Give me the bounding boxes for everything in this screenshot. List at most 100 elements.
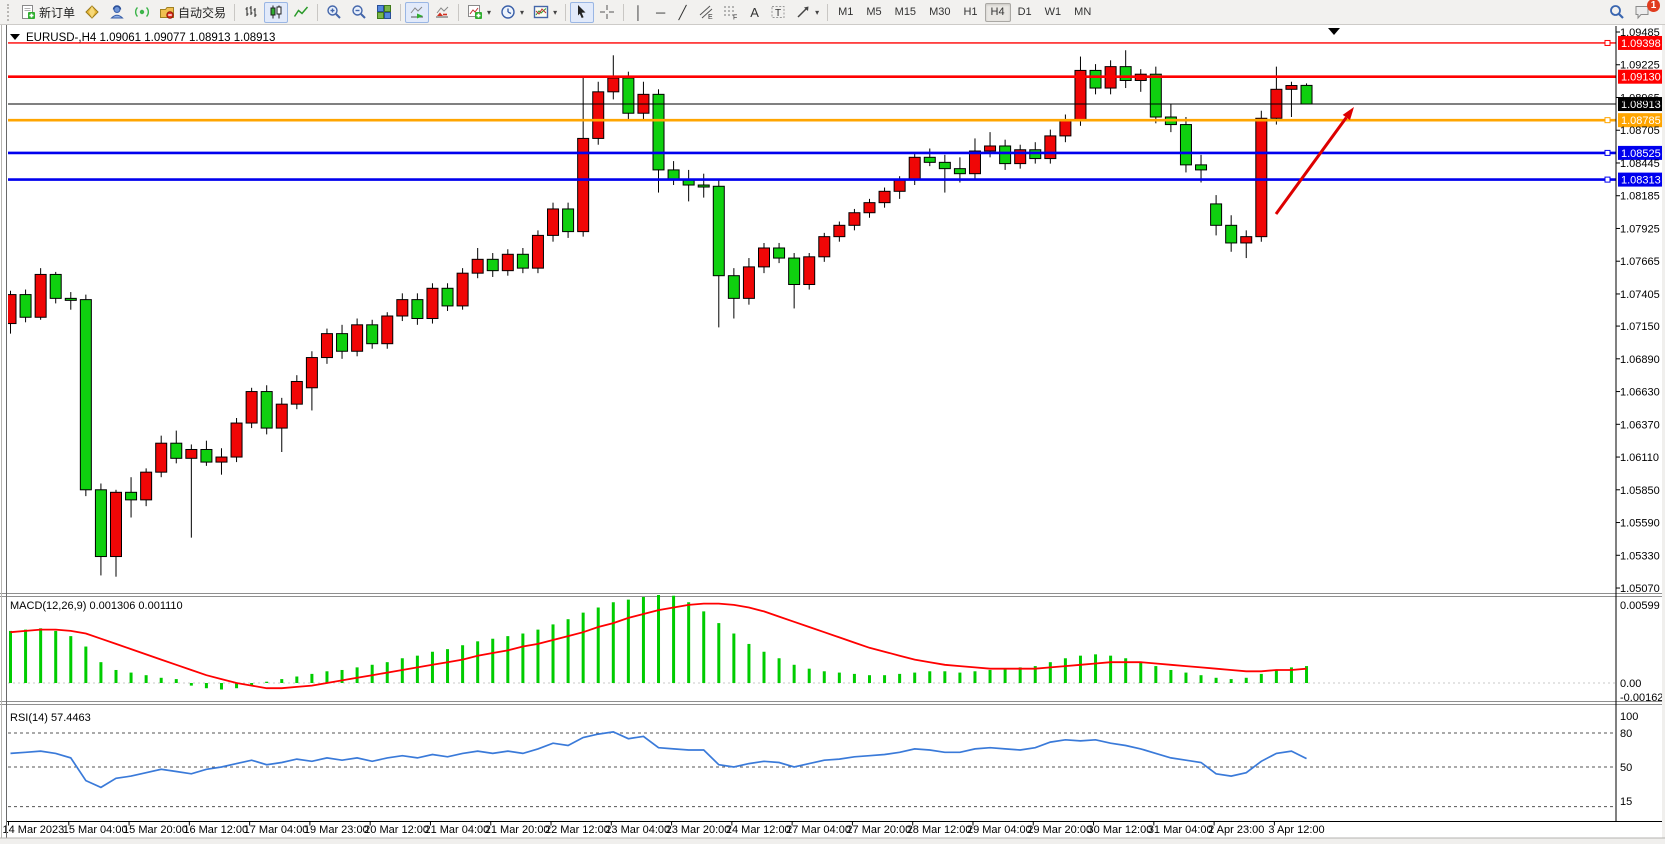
candle-bear — [19, 294, 32, 318]
time-axis-label: 16 Mar 12:00 — [183, 824, 248, 836]
gold-diamond-icon — [85, 5, 99, 19]
label-tool-button[interactable]: T — [766, 2, 790, 23]
candle-bull — [230, 422, 243, 458]
signals-button[interactable] — [130, 2, 154, 23]
time-axis-label: 24 Mar 12:00 — [726, 824, 791, 836]
candle-bear — [486, 258, 499, 272]
auto-scroll-button[interactable] — [405, 1, 430, 23]
line-chart-mode-button[interactable] — [289, 2, 313, 23]
price-axis-tick-label: 1.05070 — [1620, 583, 1660, 595]
time-axis-label: 23 Mar 04:00 — [605, 824, 670, 836]
new-order-button[interactable]: 新订单 — [16, 2, 79, 23]
tab-timeframe-h4[interactable]: H4 — [984, 2, 1011, 22]
price-tag-label: 1.08913 — [1621, 99, 1661, 111]
candle-bull — [803, 256, 816, 286]
candle-bear — [727, 275, 740, 299]
chevron-down-icon[interactable]: ▾ — [553, 7, 558, 17]
auto-trading-label: 自动交易 — [178, 5, 227, 20]
tab-timeframe-w1[interactable]: W1 — [1044, 6, 1062, 18]
tab-timeframe-mn[interactable]: MN — [1074, 6, 1092, 18]
tab-timeframe-m30[interactable]: M30 — [929, 6, 951, 18]
price-axis-tick-label: 1.08705 — [1620, 125, 1660, 137]
horizontal-line-tool-button[interactable]: ─ — [650, 2, 671, 23]
macd-signal-line — [10, 602, 1307, 690]
chart-shift-button[interactable] — [430, 2, 454, 23]
bar-chart-mode-button[interactable] — [239, 2, 263, 23]
text-tool-icon: A — [750, 4, 759, 20]
candle-bull — [893, 179, 906, 192]
toolbar-separator — [234, 3, 236, 21]
macd-axis-label: 0.00 — [1620, 678, 1641, 690]
toolbar-grip[interactable] — [7, 3, 12, 21]
line-handle[interactable] — [1604, 149, 1611, 156]
candle-bear — [712, 185, 725, 277]
tile-windows-button[interactable] — [372, 2, 396, 23]
time-axis-label: 17 Mar 04:00 — [244, 824, 309, 836]
vertical-line-icon: │ — [634, 4, 643, 20]
accounts-button[interactable] — [105, 2, 129, 23]
candle-bull — [140, 471, 153, 501]
tab-timeframe-m1[interactable]: M1 — [838, 6, 854, 18]
candle-bear — [1225, 224, 1238, 244]
symbol-dropdown-icon[interactable] — [10, 34, 20, 40]
zoom-out-button[interactable] — [347, 2, 371, 23]
chart-plot-area[interactable] — [8, 26, 1616, 822]
annotation-arrow-head[interactable] — [1342, 107, 1354, 121]
chart-shift-marker[interactable] — [1328, 28, 1340, 35]
chevron-down-icon[interactable]: ▾ — [815, 7, 820, 17]
tab-timeframe-m15[interactable]: M15 — [894, 6, 917, 18]
trendline-tool-button[interactable]: ╱ — [672, 2, 693, 23]
text-label-icon: T — [771, 6, 785, 19]
crosshair-tool-button[interactable] — [595, 2, 619, 23]
signal-radar-icon — [135, 7, 149, 17]
notifications-button[interactable]: 1 — [1630, 0, 1660, 23]
arrows-tool-button[interactable]: ▾ — [791, 2, 823, 23]
fibonacci-tool-button[interactable]: F — [719, 2, 743, 23]
crosshair-icon — [600, 5, 615, 19]
vertical-line-tool-button[interactable]: │ — [628, 2, 649, 23]
chevron-down-icon[interactable]: ▾ — [520, 7, 525, 17]
candle-bear — [938, 161, 951, 170]
chevron-down-icon[interactable]: ▾ — [487, 7, 492, 17]
candle-bear — [999, 145, 1012, 165]
market-watch-button[interactable] — [80, 2, 104, 23]
tile-windows-icon — [377, 5, 392, 19]
candle-bear — [923, 156, 936, 163]
line-handle[interactable] — [1604, 176, 1611, 183]
channel-tool-button[interactable]: E — [694, 2, 718, 23]
candle-bear — [366, 324, 379, 345]
candle-bull — [305, 357, 318, 389]
candle-bull — [471, 258, 484, 274]
price-tag-label: 1.08525 — [1621, 148, 1661, 160]
candle-bear — [64, 297, 77, 301]
annotation-arrow-line[interactable] — [1274, 116, 1348, 215]
macd-axis-label: 0.00599 — [1620, 600, 1660, 612]
search-button[interactable] — [1605, 2, 1629, 23]
line-handle[interactable] — [1604, 39, 1611, 46]
template-button[interactable]: ▾ — [529, 2, 561, 23]
candlestick-mode-button[interactable] — [264, 1, 289, 23]
candle-bull — [968, 150, 981, 175]
add-indicator-button[interactable]: ▾ — [463, 2, 495, 23]
new-order-label: 新订单 — [39, 5, 76, 20]
price-axis-tick-label: 1.05330 — [1620, 550, 1660, 562]
tab-timeframe-m5[interactable]: M5 — [866, 6, 882, 18]
candle-bull — [8, 294, 17, 325]
line-handle[interactable] — [1604, 117, 1611, 124]
text-tool-button[interactable]: A — [744, 2, 765, 23]
zoom-in-button[interactable] — [322, 2, 346, 23]
person-headset-icon — [110, 5, 124, 19]
price-axis-tick-label: 1.09225 — [1620, 60, 1660, 72]
candle-bear — [1149, 73, 1162, 118]
toolbar-separator — [623, 3, 625, 21]
price-axis-tick-label: 1.07665 — [1620, 256, 1660, 268]
rsi-axis-label: 50 — [1620, 762, 1632, 774]
cursor-tool-button[interactable] — [570, 1, 595, 23]
tab-timeframe-d1[interactable]: D1 — [1017, 6, 1032, 18]
auto-trading-button[interactable]: 自动交易 — [155, 2, 230, 23]
candle-bear — [170, 442, 183, 459]
tab-timeframe-h1[interactable]: H1 — [963, 6, 978, 18]
trendline-icon: ╱ — [678, 4, 687, 20]
period-button[interactable]: ▾ — [496, 2, 528, 23]
candle-bull — [1240, 236, 1253, 244]
